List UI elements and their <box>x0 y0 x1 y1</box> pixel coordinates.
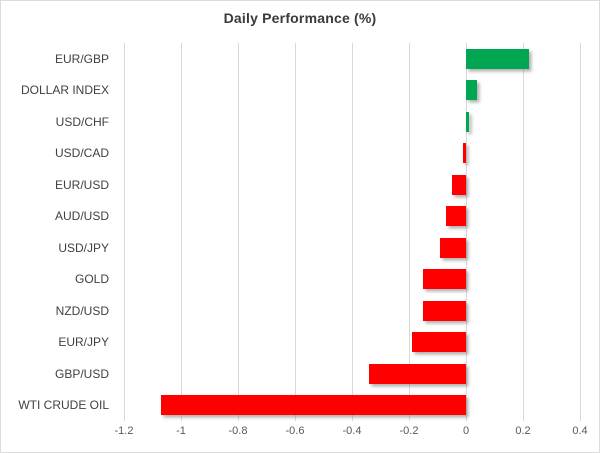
category-label: EUR/JPY <box>58 335 109 350</box>
chart-title: Daily Performance (%) <box>223 10 377 26</box>
category-label: USD/CAD <box>54 146 109 161</box>
x-tick-label: -0.8 <box>228 425 248 437</box>
bar-row <box>124 138 580 170</box>
bar-eur-usd <box>451 174 466 195</box>
category-label: DOLLAR INDEX <box>20 83 109 98</box>
bar-row <box>124 264 580 296</box>
bar-wti-crude-oil <box>161 395 466 416</box>
gridline <box>180 43 182 421</box>
bar-eur-jpy <box>411 332 466 353</box>
bar-usd-chf <box>466 111 469 132</box>
bar-row <box>124 43 580 75</box>
category-label: AUD/USD <box>54 209 109 224</box>
category-label: GOLD <box>74 272 109 287</box>
gridline <box>408 43 410 421</box>
value-axis: -1.2 -1 -0.8 -0.6 -0.4 -0.2 0 0.2 0.4 <box>115 425 588 443</box>
gridline <box>522 43 524 421</box>
bar-gold <box>423 269 466 290</box>
category-label: EUR/GBP <box>54 51 109 66</box>
bar-row <box>124 327 580 359</box>
x-tick-label: -0.4 <box>342 425 362 437</box>
category-axis: EUR/GBP DOLLAR INDEX USD/CHF USD/CAD EUR/USD… <box>1 43 116 421</box>
bar-row <box>124 75 580 107</box>
bar-gbp-usd <box>369 363 466 384</box>
category-label: WTI CRUDE OIL <box>18 398 109 413</box>
bar-row <box>124 201 580 233</box>
x-tick-label: 0.4 <box>572 425 588 437</box>
category-label: USD/CHF <box>55 114 109 129</box>
x-tick-label: -1.2 <box>114 425 134 437</box>
category-label: NZD/USD <box>55 303 109 318</box>
bar-usd-cad <box>463 143 466 164</box>
gridline <box>123 43 125 421</box>
bar-aud-usd <box>446 206 466 227</box>
category-label: USD/JPY <box>58 240 109 255</box>
bar-dollar-index <box>466 80 478 101</box>
gridline <box>294 43 296 421</box>
bar-row <box>124 106 580 138</box>
gridline <box>579 43 581 421</box>
bar-row <box>124 232 580 264</box>
x-tick-label: -0.2 <box>399 425 419 437</box>
x-tick-label: 0.2 <box>515 425 531 437</box>
bar-row <box>124 390 580 422</box>
plot-area <box>123 43 581 421</box>
x-tick-label: 0 <box>462 425 470 437</box>
gridline <box>465 43 467 421</box>
bar-row <box>124 169 580 201</box>
x-tick-label: -1 <box>176 425 186 437</box>
category-label: GBP/USD <box>54 366 109 381</box>
bar-eur-gbp <box>466 48 529 69</box>
bar-row <box>124 358 580 390</box>
bar-row <box>124 295 580 327</box>
x-tick-label: -0.6 <box>285 425 305 437</box>
bar-nzd-usd <box>423 300 466 321</box>
bar-usd-jpy <box>440 237 466 258</box>
gridline <box>237 43 239 421</box>
category-label: EUR/USD <box>54 177 109 192</box>
bar-series <box>124 43 580 421</box>
gridline <box>351 43 353 421</box>
